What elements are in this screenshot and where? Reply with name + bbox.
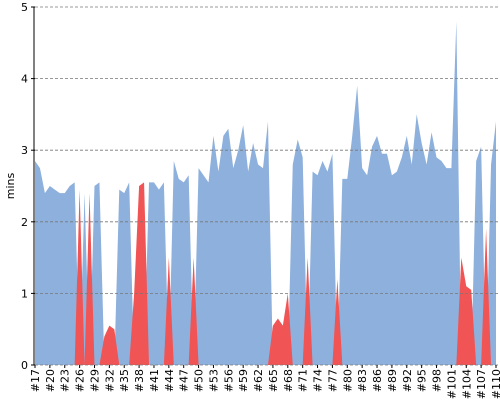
x-tick-label: #50 (193, 369, 206, 392)
x-tick-label: #47 (178, 369, 191, 392)
x-tick-label: #95 (416, 369, 429, 392)
x-tick-label: #35 (118, 369, 131, 392)
x-tick-label: #98 (431, 369, 444, 392)
x-tick-label: #17 (29, 369, 42, 392)
x-tick-label: #62 (252, 369, 265, 392)
x-tick-label: #38 (133, 369, 146, 392)
y-tick-label: 3 (21, 144, 28, 157)
x-tick-label: #71 (297, 369, 310, 392)
x-tick-label: #104 (460, 369, 473, 399)
y-tick-label: 0 (21, 359, 28, 372)
y-tick-label: 1 (21, 287, 28, 300)
x-tick-label: #74 (312, 369, 325, 392)
x-tick-label: #107 (475, 369, 488, 399)
area (35, 21, 496, 365)
x-tick-label: #29 (88, 369, 101, 392)
x-tick-label: #59 (237, 369, 250, 392)
x-tick-label: #80 (341, 369, 354, 392)
x-tick-label: #56 (222, 369, 235, 392)
x-tick-label: #86 (371, 369, 384, 392)
x-tick-label: #89 (386, 369, 399, 392)
x-tick-label: #110 (490, 369, 500, 399)
x-tick-label: #26 (74, 369, 87, 392)
x-tick-label: #20 (44, 369, 57, 392)
x-tick-label: #101 (445, 369, 458, 399)
y-axis-label: mins (4, 172, 17, 199)
y-tick-label: 5 (21, 1, 28, 14)
x-tick-label: #65 (267, 369, 280, 392)
x-tick-label: #92 (401, 369, 414, 392)
x-tick-label: #53 (207, 369, 220, 392)
y-tick-label: 2 (21, 216, 28, 229)
x-tick-label: #83 (356, 369, 369, 392)
x-tick-label: #77 (326, 369, 339, 392)
x-tick-label: #32 (103, 369, 116, 392)
x-tick-label: #68 (282, 369, 295, 392)
x-tick-label: #23 (59, 369, 72, 392)
x-tick-label: #44 (163, 369, 176, 392)
x-tick-label: #41 (148, 369, 161, 392)
area (35, 182, 496, 365)
y-tick-label: 4 (21, 73, 28, 86)
